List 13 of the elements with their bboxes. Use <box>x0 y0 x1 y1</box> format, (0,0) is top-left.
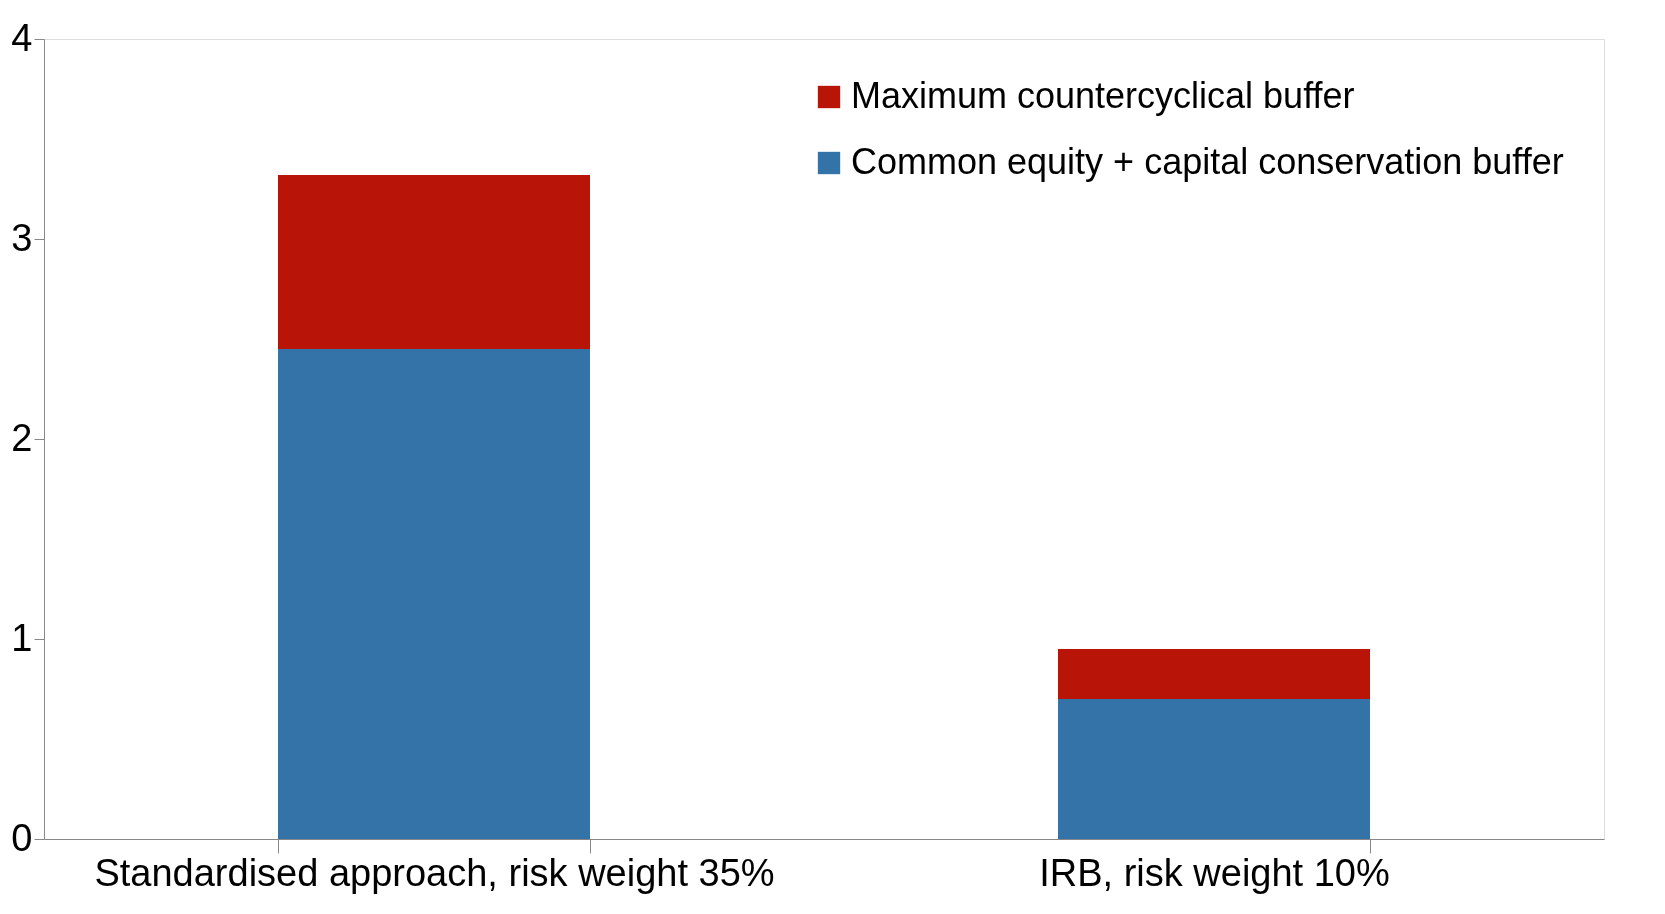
legend-label: Common equity + capital conservation buffer <box>851 141 1564 182</box>
x-tick-label: Standardised approach, risk weight 35% <box>94 851 775 894</box>
bar <box>1058 699 1370 839</box>
x-tick-label: IRB, risk weight 10% <box>1039 851 1390 894</box>
legend-label: Maximum countercyclical buffer <box>851 75 1355 116</box>
bar <box>1058 649 1370 699</box>
bar <box>278 349 590 839</box>
y-tick-label: 3 <box>11 216 33 259</box>
y-tick-label: 1 <box>11 616 33 659</box>
y-tick-label: 4 <box>11 16 33 59</box>
y-tick-label: 2 <box>11 416 33 459</box>
y-tick-label: 0 <box>11 816 33 859</box>
bar <box>278 175 590 349</box>
